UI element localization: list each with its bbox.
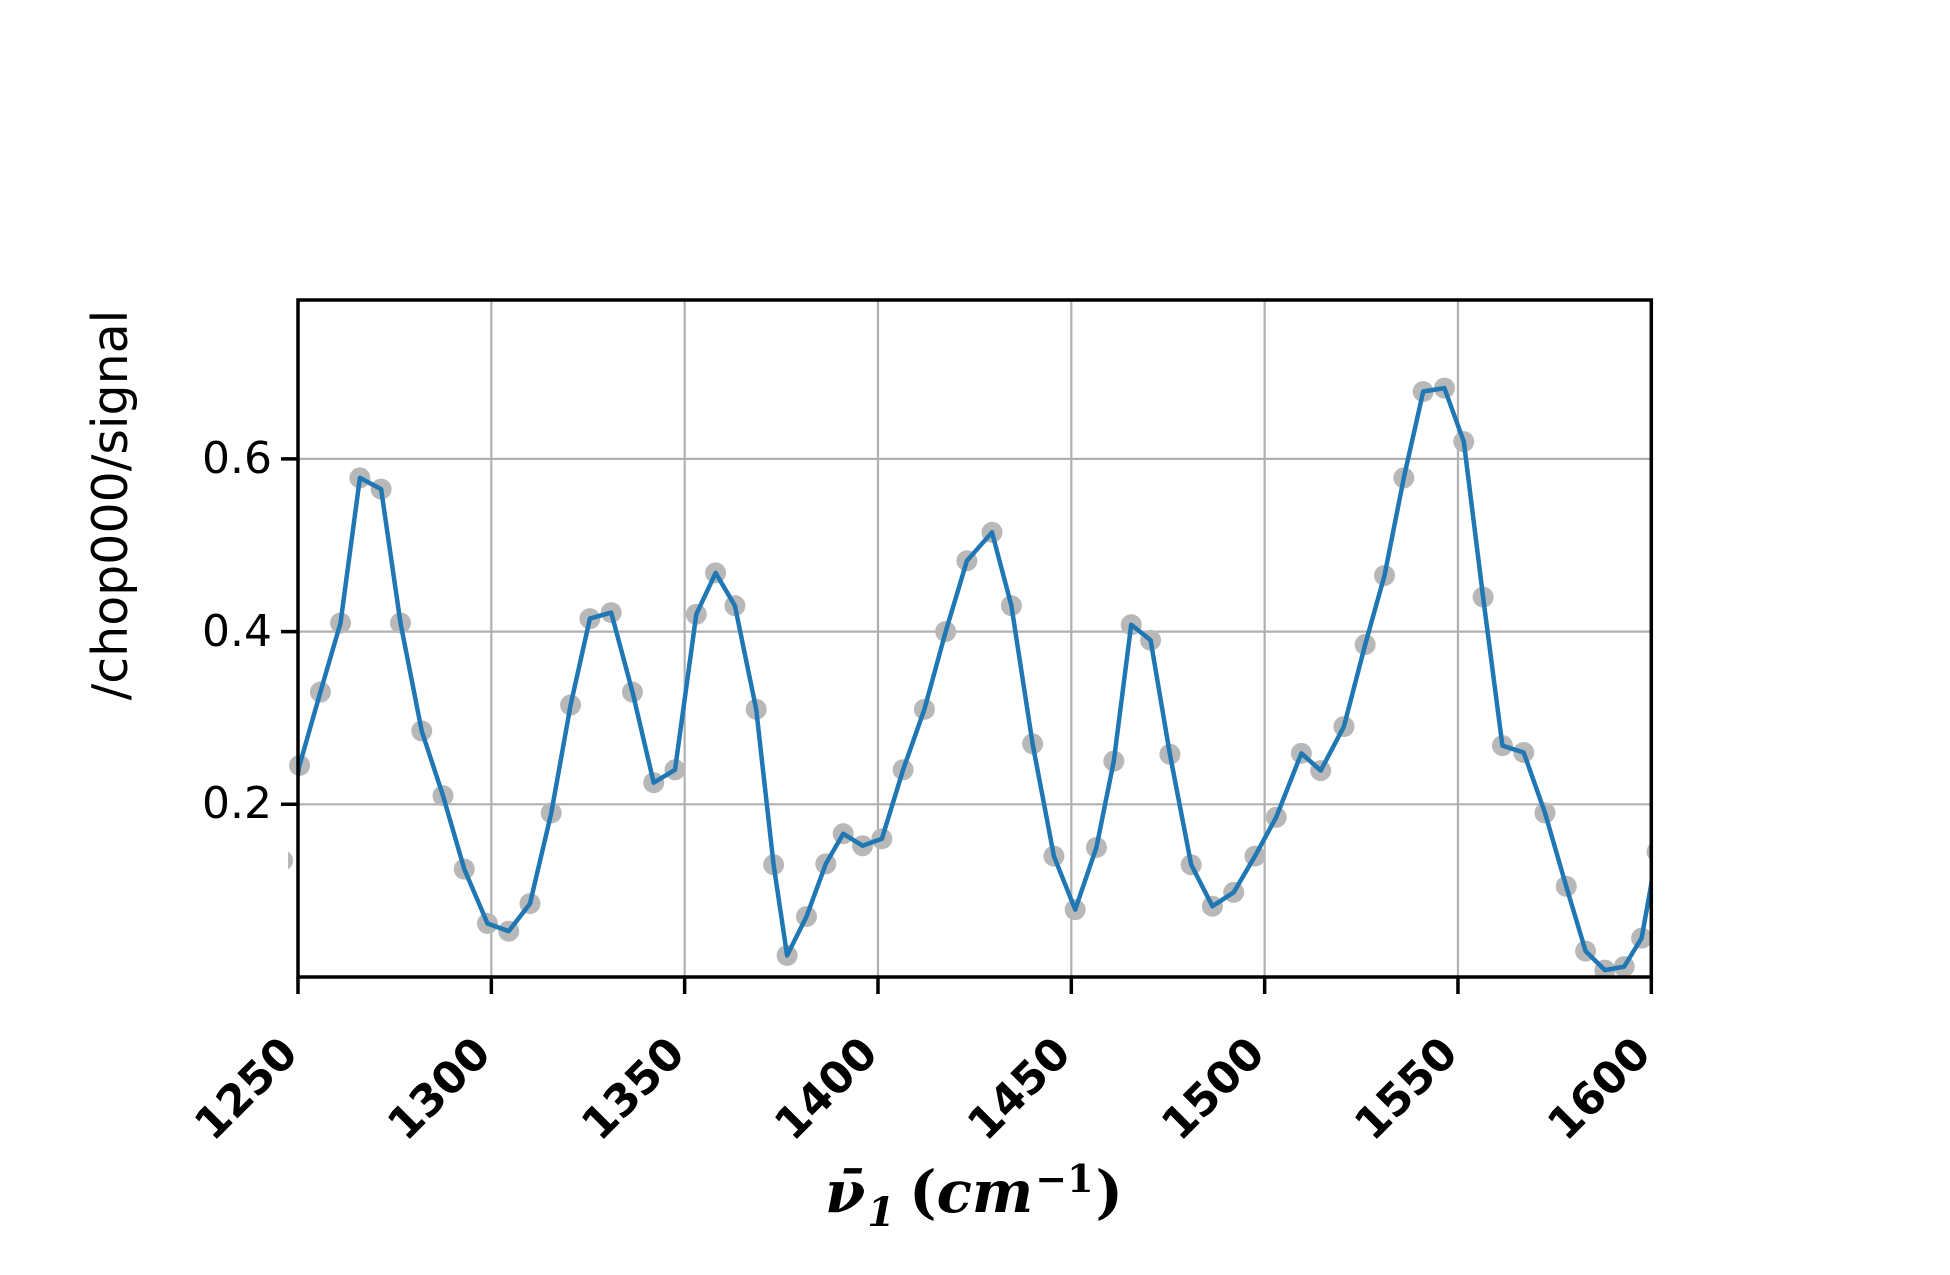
tick-marks [281,457,1654,994]
signal-line [298,385,1652,973]
x-label-symbol: ν̄ [825,1158,866,1226]
y-tick-label-0.2: 0.2 [202,778,272,830]
gridlines [296,300,1653,977]
x-label-close-paren: ) [1095,1158,1123,1226]
x-label-unit: cm [936,1158,1034,1226]
axes-spines [296,298,1654,979]
x-label-exponent: −1 [1035,1156,1094,1201]
y-tick-label-0.4: 0.4 [202,605,272,657]
y-tick-label-0.6: 0.6 [202,432,272,484]
x-label-subscript: 1 [867,1189,896,1236]
x-axis-label: ν̄1 (cm−1) [474,1156,1474,1268]
x-label-open-paren: ( [909,1158,937,1226]
